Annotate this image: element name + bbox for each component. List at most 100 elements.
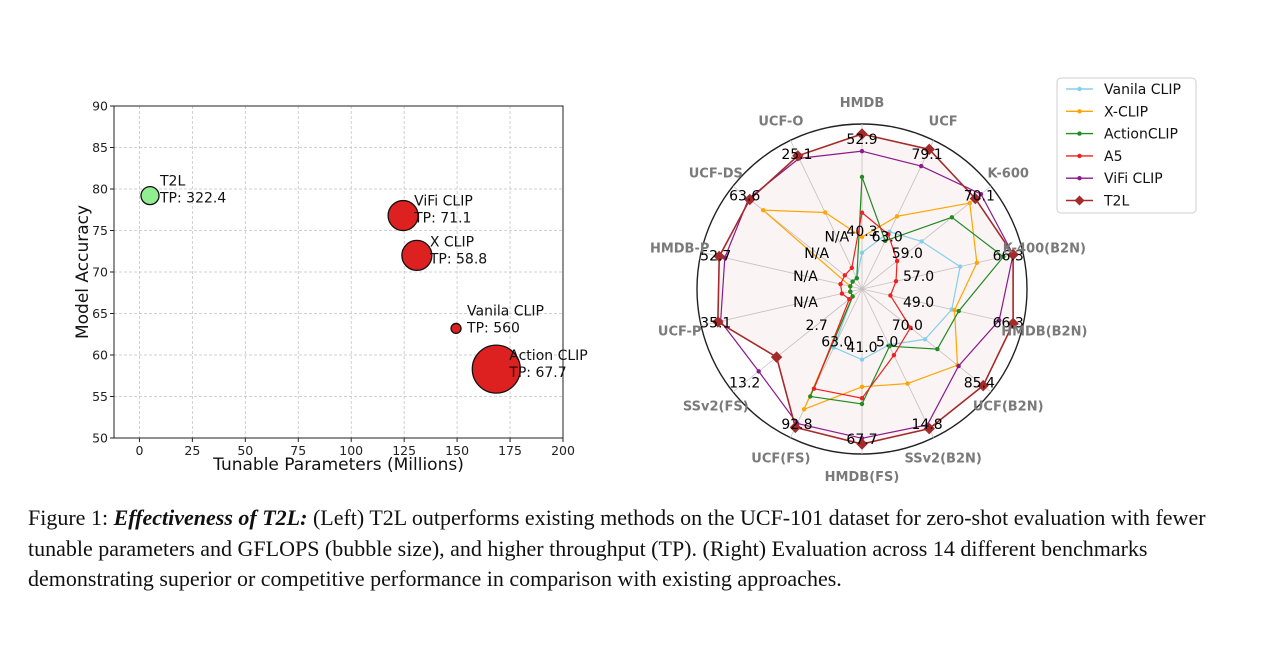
radar-point-actionclip: [1001, 254, 1006, 259]
radar-point-a5: [894, 258, 900, 264]
radar-point-t2l: [744, 193, 756, 206]
radar-chart: 52.9 40.3 79.1 63.0 70.1 59.0 66.3 57.0 66.3 49.0…: [650, 96, 1087, 485]
radar-point-a5: [891, 353, 897, 358]
radar-point-actionclip: [854, 275, 859, 281]
radar-category-label: UCF-P: [658, 325, 702, 340]
y-tick-label: 60: [92, 348, 108, 363]
legend-marker-t2l: [1074, 195, 1085, 206]
legend-label-actionclip: ActionCLIP: [1104, 127, 1178, 143]
radar-spoke: [732, 288, 863, 393]
radar-point-t2l: [856, 128, 868, 140]
x-tick-label: 150: [445, 443, 469, 458]
radar-outer-value: 66.3: [993, 315, 1024, 331]
radar-point-vifi-clip: [756, 369, 761, 374]
y-tick-label: 55: [92, 389, 108, 404]
bubble-label-t2l: T2L: [159, 174, 185, 190]
radar-point-a5: [842, 273, 847, 278]
radar-point-actionclip: [859, 401, 865, 407]
bubble-chart: 0 25 50 75 100 125 150 175 200 50 55 60 65 70 75 80 85 90…: [73, 99, 588, 476]
radar-point-a5: [886, 232, 891, 237]
radar-point-a5: [859, 396, 865, 401]
legend-marker-actionclip: [1077, 131, 1082, 136]
radar-category-label: UCF(FS): [751, 451, 810, 466]
x-tick-label: 100: [339, 443, 363, 458]
y-tick-label: 70: [92, 265, 108, 280]
plot-frame: [113, 105, 564, 439]
y-tick-label: 65: [92, 306, 108, 321]
radar-category-label: K-600: [987, 166, 1028, 181]
y-tick-label: 85: [92, 140, 108, 155]
radar-point-x-clip: [967, 200, 972, 206]
radar-inner-value: 59.0: [892, 246, 923, 262]
radar-outer-value: 35.1: [700, 315, 731, 331]
x-tick-label: 200: [551, 443, 575, 458]
legend-marker-a5: [1077, 153, 1082, 159]
bubble-tp-t2l: TP: 322.4: [159, 191, 226, 207]
radar-category-label: K-400(B2N): [1003, 241, 1086, 256]
radar-point-a5: [811, 386, 817, 391]
radar-point-vifi-clip: [918, 163, 924, 169]
radar-category-label: HMDB(B2N): [1001, 325, 1087, 340]
radar-point-t2l: [1007, 248, 1019, 261]
legend-marker-vifi-clip: [1077, 176, 1082, 181]
radar-outer-value: 63.6: [729, 188, 760, 204]
x-tick-label: 125: [392, 443, 416, 458]
radar-point-x-clip: [760, 207, 766, 213]
radar-point-t2l: [969, 192, 982, 205]
radar-outer-value: 70.1: [964, 188, 995, 204]
radar-inner-value: 41.0: [846, 340, 877, 356]
x-tick-label: 175: [498, 443, 522, 458]
radar-inner-value: 63.0: [821, 334, 852, 350]
radar-inner-value: N/A: [804, 246, 829, 262]
radar-point-x-clip: [905, 381, 910, 386]
radar-spoke: [861, 288, 934, 438]
x-tick-label: 75: [290, 443, 306, 458]
y-tick-label: 50: [92, 431, 108, 446]
legend-marker-vanila-clip: [1077, 86, 1082, 92]
radar-spoke: [790, 140, 863, 290]
caption-lead: Effectiveness of T2L:: [113, 505, 308, 530]
x-tick-label: 0: [135, 443, 143, 458]
radar-point-a5: [893, 279, 899, 284]
radar-inner-value: N/A: [824, 230, 849, 246]
radar-spoke: [701, 288, 863, 327]
radar-point-t2l: [712, 316, 724, 328]
bubble-vifi-clip: [387, 199, 419, 232]
radar-outer-value: 92.8: [781, 417, 812, 433]
radar-category-label: UCF-DS: [689, 166, 743, 181]
radar-point-actionclip: [808, 394, 813, 399]
radar-point-t2l: [856, 438, 868, 450]
radar-point-a5: [888, 293, 893, 298]
radar-outer-value: 52.9: [846, 132, 877, 148]
bubble-label-vanila-clip: Vanila CLIP: [467, 303, 544, 319]
radar-point-actionclip: [956, 308, 961, 314]
radar-point-vifi-clip: [859, 436, 865, 441]
radar-inner-value: 57.0: [903, 269, 934, 285]
radar-point-vanila-clip: [919, 239, 924, 244]
radar-point-actionclip: [949, 215, 955, 220]
radar-point-vifi-clip: [859, 148, 865, 154]
radar-spoke: [701, 251, 863, 290]
legend-label-t2l: T2L: [1103, 194, 1129, 210]
bubble-label-x-clip: X CLIP: [430, 234, 474, 250]
radar-category-label: UCF-O: [758, 115, 803, 130]
x-tick-label: 50: [237, 443, 253, 458]
bubble-t2l: [140, 185, 160, 206]
radar-category-label: SSv2(B2N): [904, 451, 981, 466]
bubble-tp-vifi-clip: TP: 71.1: [413, 211, 471, 227]
radar-inner-value: 5.0: [876, 334, 898, 350]
radar-point-t2l: [792, 150, 804, 162]
radar-point-t2l: [923, 143, 935, 156]
radar-point-actionclip: [848, 289, 853, 294]
radar-point-x-clip: [952, 307, 957, 313]
radar-point-t2l: [770, 351, 783, 363]
legend-label-a5: A5: [1104, 149, 1122, 165]
bubble-label-action-clip: Action CLIP: [509, 348, 587, 364]
radar-inner-value: N/A: [793, 295, 818, 311]
legend-label-vifi-clip: ViFi CLIP: [1104, 171, 1163, 187]
radar-inner-value: N/A: [793, 269, 818, 285]
bubble-vanila-clip: [450, 322, 462, 335]
radar-outer-value: 85.4: [964, 376, 995, 392]
radar-category-label: HMDB: [840, 96, 885, 111]
radar-point-actionclip: [850, 294, 855, 299]
